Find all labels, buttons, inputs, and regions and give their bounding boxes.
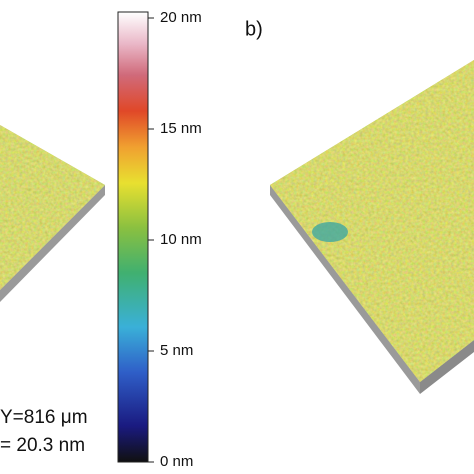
colorbar bbox=[117, 11, 149, 463]
colorbar-ticks: 0 nm 5 nm 10 nm 15 nm 20 nm bbox=[148, 9, 202, 470]
annotation: = 20.3 nm bbox=[0, 435, 85, 456]
tick-label: 5 nm bbox=[160, 342, 193, 359]
tick-label: 10 nm bbox=[160, 231, 202, 248]
surface-edge bbox=[420, 340, 474, 394]
annotation: Y=816 μm bbox=[0, 407, 88, 428]
surface-texture bbox=[0, 125, 105, 290]
panel-label: b) bbox=[245, 18, 263, 40]
surface-edge bbox=[0, 185, 105, 302]
tick-label: 15 nm bbox=[160, 120, 202, 137]
surface-texture bbox=[270, 60, 474, 382]
tick-label: 20 nm bbox=[160, 9, 202, 26]
surface-edge bbox=[270, 185, 420, 394]
surface-pit bbox=[312, 222, 348, 242]
tick-label: 0 nm bbox=[160, 453, 193, 470]
